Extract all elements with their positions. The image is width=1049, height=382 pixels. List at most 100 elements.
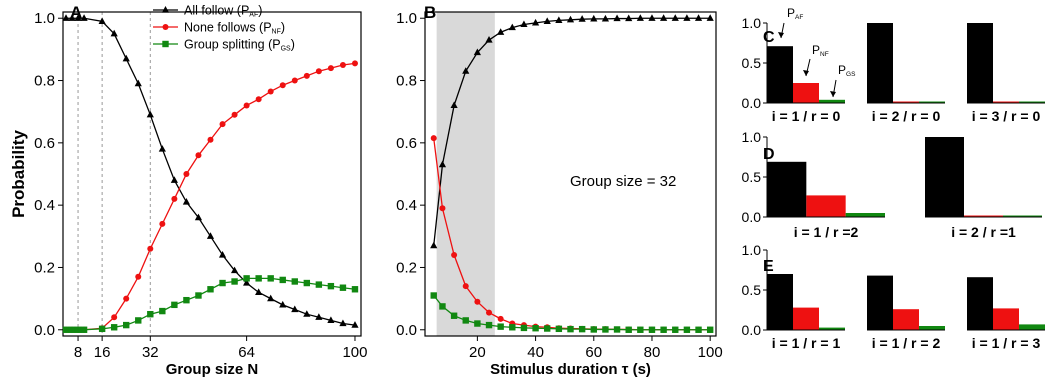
data-point — [430, 241, 438, 249]
bar-group: i = 2 / r = 0 — [867, 23, 945, 124]
data-point — [315, 281, 323, 288]
arrow-head — [778, 32, 784, 38]
data-point — [578, 325, 586, 333]
data-point — [613, 326, 621, 333]
bar-group-splitting — [1019, 101, 1045, 103]
legend-label-text: All follow (P — [184, 4, 249, 18]
bar-none-follows — [964, 215, 1003, 217]
bar-group-splitting — [1003, 215, 1042, 217]
group-label: i = 1 / r = 1 — [772, 335, 841, 351]
data-point — [243, 102, 250, 109]
series-all-follow — [430, 14, 714, 249]
bar-group-splitting — [919, 101, 945, 103]
x-tick-label: 20 — [469, 344, 486, 361]
bar-all-follow — [925, 137, 964, 217]
data-point — [351, 60, 358, 67]
legend-label-subscript: GS — [281, 46, 291, 53]
data-point — [327, 316, 335, 324]
x-axis-label: Group size N — [166, 361, 259, 378]
data-point — [171, 301, 178, 309]
bar-none-follows — [806, 195, 846, 217]
data-point — [339, 61, 346, 68]
data-point — [625, 326, 632, 333]
data-point — [706, 326, 714, 333]
y-tick-label: 0.0 — [34, 322, 55, 339]
data-point — [279, 300, 287, 308]
data-point — [231, 278, 238, 285]
data-point — [98, 325, 106, 333]
data-point — [80, 14, 88, 21]
data-point — [671, 14, 679, 21]
group-label: i = 1 / r =2 — [794, 224, 859, 240]
data-point — [543, 17, 551, 24]
y-tick-label: 0.5 — [742, 169, 762, 185]
bar-group: i = 1 / r =2 — [767, 161, 885, 240]
data-point — [219, 279, 226, 287]
data-point — [80, 326, 88, 333]
group-label: i = 1 / r = 2 — [872, 335, 941, 351]
data-point — [672, 326, 679, 333]
data-point — [462, 317, 469, 324]
y-tick-label: 0.6 — [34, 135, 55, 152]
y-tick-label: 0.0 — [742, 95, 762, 111]
bar-all-follow — [867, 275, 893, 330]
bar-group-splitting — [819, 99, 845, 103]
data-point — [450, 312, 458, 319]
series-group-splitting — [62, 275, 359, 333]
bar-all-follow — [967, 23, 993, 103]
bar-annotation-label: PGS — [838, 63, 856, 78]
legend-marker — [161, 6, 170, 13]
data-point — [532, 325, 539, 332]
y-tick-label: 1.0 — [742, 129, 762, 145]
data-point — [520, 20, 528, 28]
y-tick-label: 0.4 — [34, 197, 55, 214]
data-point — [231, 111, 238, 118]
y-tick-label: 0.8 — [396, 73, 417, 90]
data-point — [206, 232, 215, 239]
annotation-text: Group size = 32 — [570, 173, 676, 190]
bar-none-follows — [993, 101, 1019, 103]
data-point — [438, 160, 447, 168]
data-point — [351, 286, 359, 293]
y-axis-label: Probability — [9, 130, 28, 218]
y-tick-label: 1.0 — [742, 15, 762, 31]
data-point — [451, 252, 458, 258]
data-point — [267, 275, 274, 282]
data-point — [474, 298, 481, 305]
data-point — [683, 326, 691, 333]
data-point — [578, 15, 586, 22]
data-point — [207, 136, 214, 143]
bar-none-follows — [993, 308, 1019, 330]
bar-group-splitting — [1019, 324, 1045, 330]
data-point — [327, 282, 335, 290]
data-point — [243, 279, 251, 286]
data-point — [62, 14, 70, 21]
data-point — [462, 67, 470, 74]
bar-none-follows — [893, 309, 919, 330]
data-point — [430, 135, 437, 142]
data-point — [122, 54, 130, 62]
data-point — [291, 278, 298, 285]
x-tick-label: 60 — [585, 344, 602, 361]
bar-annotation-text: P — [787, 6, 795, 20]
data-point — [509, 324, 516, 331]
data-point — [279, 82, 286, 89]
bar-group: i = 1 / r = 0 — [767, 46, 845, 124]
data-point — [159, 307, 166, 315]
bar-annotation-text: P — [812, 43, 820, 57]
legend-label-subscript: NF — [272, 29, 281, 36]
data-point — [194, 213, 203, 221]
legend-label: All follow (PAF) — [184, 4, 262, 19]
bar-all-follow — [867, 23, 893, 103]
data-point — [218, 251, 227, 258]
data-point — [439, 303, 446, 310]
data-point — [567, 325, 574, 333]
data-point — [267, 294, 275, 302]
data-point — [625, 14, 633, 22]
data-point — [68, 14, 76, 21]
data-point — [486, 309, 493, 316]
data-point — [255, 275, 262, 282]
arrow-head — [803, 70, 809, 76]
x-tick-label: 80 — [644, 344, 661, 361]
data-point — [497, 315, 504, 322]
